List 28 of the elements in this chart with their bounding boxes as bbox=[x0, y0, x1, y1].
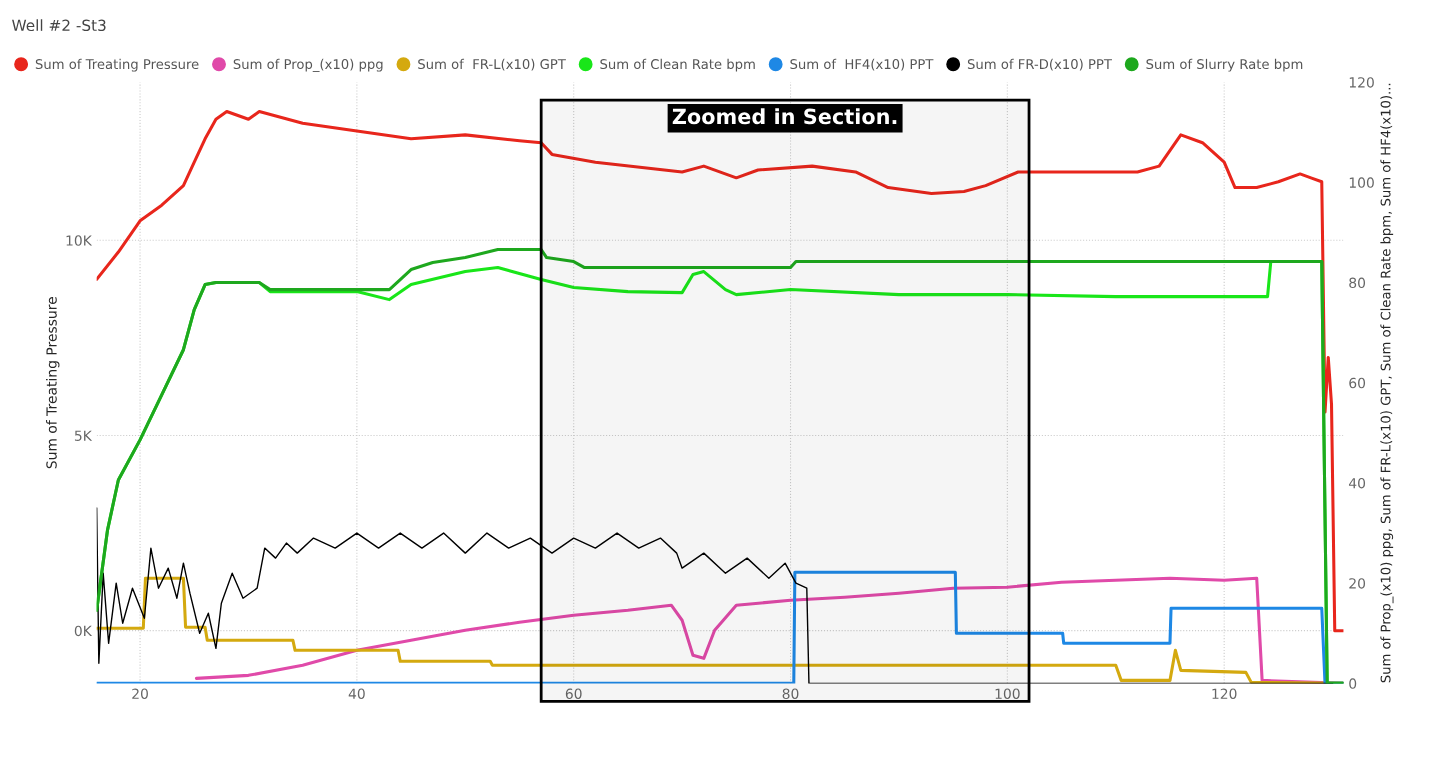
legend-label: Sum of HF4(x10) PPT bbox=[790, 58, 934, 71]
y-tick-label: 5K bbox=[74, 430, 93, 441]
x-tick-label: 100 bbox=[995, 688, 1020, 699]
y-axis-title: Sum of Treating Pressure bbox=[46, 297, 60, 469]
x-tick-label: 40 bbox=[348, 688, 365, 699]
legend-label: Sum of Treating Pressure bbox=[35, 58, 199, 72]
y2-tick-label: 0 bbox=[1349, 678, 1357, 689]
legend-label: Sum of Clean Rate bpm bbox=[600, 58, 755, 72]
legend-label: Sum of Slurry Rate bpm bbox=[1146, 58, 1303, 72]
x-tick-label: 80 bbox=[782, 688, 799, 699]
legend-label: Sum of Prop_(x10) ppg bbox=[233, 58, 383, 72]
band-label: Zoomed in Section. bbox=[672, 108, 897, 125]
y2-tick-label: 20 bbox=[1349, 578, 1366, 589]
legend-label: Sum of FR-L(x10) GPT bbox=[418, 58, 566, 71]
x-tick-label: 60 bbox=[565, 688, 582, 699]
legend-label: Sum of FR-D(x10) PPT bbox=[967, 58, 1112, 71]
y2-tick-label: 120 bbox=[1349, 77, 1374, 88]
y2-tick-label: 80 bbox=[1349, 277, 1366, 289]
y-tick-label: 0K bbox=[74, 625, 93, 637]
y2-tick-label: 40 bbox=[1348, 477, 1366, 489]
y2-axis-title: Sum of Prop_(x10) ppg, Sum of FR-L(x10) GPT, Sum of Clean Rate bpm, Sum of HF4(x10)... bbox=[1380, 83, 1394, 683]
y2-tick-label: 60 bbox=[1349, 377, 1366, 389]
line-series bbox=[96, 109, 1344, 633]
y-tick-label: 10K bbox=[66, 235, 93, 246]
y2-tick-label: 100 bbox=[1349, 177, 1374, 188]
x-tick-label: 120 bbox=[1212, 688, 1237, 699]
chart-title: Well #2 -St3 bbox=[12, 19, 106, 32]
x-tick-label: 20 bbox=[132, 688, 148, 699]
